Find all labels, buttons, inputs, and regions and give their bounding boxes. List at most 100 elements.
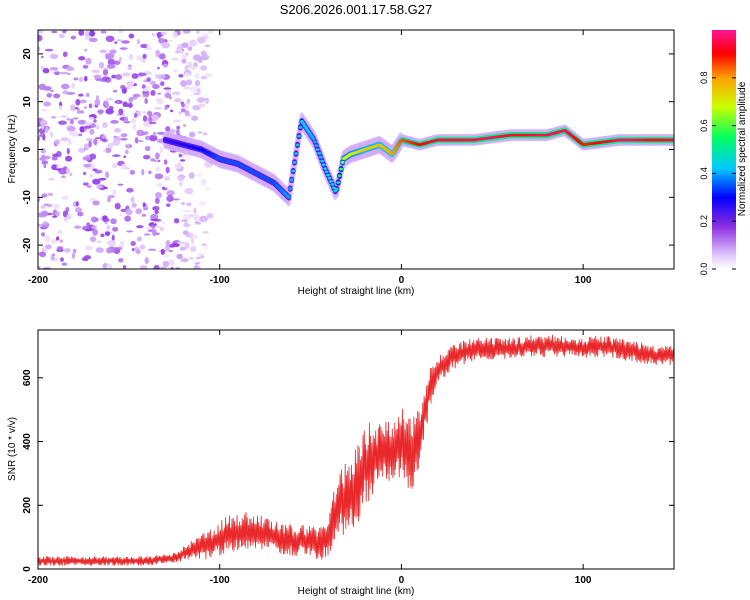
ridge-core <box>296 134 301 138</box>
noise-speckle <box>91 69 101 73</box>
noise-speckle <box>158 53 166 60</box>
noise-speckle <box>155 73 160 79</box>
noise-speckle <box>67 126 76 132</box>
noise-speckle <box>107 142 114 149</box>
noise-speckle <box>111 74 117 79</box>
noise-speckle <box>125 208 133 216</box>
noise-speckle <box>147 110 153 117</box>
noise-speckle <box>162 63 168 68</box>
spectrogram-x-label: Height of straight line (km) <box>298 286 415 297</box>
noise-speckle <box>50 255 55 261</box>
noise-speckle <box>44 48 54 52</box>
ridge-core <box>318 155 323 159</box>
noise-speckle <box>82 156 91 161</box>
noise-speckle <box>93 119 97 123</box>
noise-speckle <box>160 81 165 86</box>
noise-speckle <box>187 46 193 51</box>
noise-speckle <box>155 49 161 57</box>
noise-speckle <box>119 213 123 217</box>
noise-speckle <box>120 208 126 212</box>
ridge-core <box>289 178 294 182</box>
noise-speckle <box>74 207 82 213</box>
noise-speckle <box>154 192 162 199</box>
colorbar-tick-label: 0.4 <box>699 167 709 180</box>
spectrogram-x-tick-label: 100 <box>575 275 592 286</box>
ridge-core <box>302 124 307 128</box>
noise-speckle <box>78 56 86 61</box>
noise-speckle <box>168 39 173 43</box>
snr-y-tick-label: 200 <box>22 496 33 513</box>
noise-speckle <box>61 262 68 266</box>
noise-speckle <box>169 260 176 267</box>
noise-speckle <box>85 137 94 142</box>
noise-speckle <box>191 115 199 121</box>
ridge-core <box>337 174 342 178</box>
noise-speckle <box>188 131 196 138</box>
colorbar-tick-label: 0.6 <box>699 119 709 132</box>
noise-speckle <box>74 107 79 110</box>
noise-speckle <box>198 201 207 207</box>
noise-speckle <box>51 156 58 161</box>
noise-speckle <box>98 217 103 220</box>
noise-speckle <box>194 72 201 80</box>
noise-speckle <box>184 65 189 70</box>
noise-speckle <box>98 177 107 181</box>
noise-speckle <box>105 108 114 115</box>
spectrogram-plot-area <box>38 30 674 269</box>
noise-speckle <box>142 53 147 59</box>
noise-speckle <box>187 61 193 69</box>
snr-axes: -200 -100 0 100 0 200 400 600 <box>22 330 674 586</box>
noise-speckle <box>106 247 112 254</box>
noise-speckle <box>159 227 165 231</box>
ridge-core <box>317 151 322 155</box>
noise-speckle <box>185 79 193 86</box>
ridge-core <box>298 125 303 129</box>
noise-speckle <box>157 92 162 95</box>
noise-speckle <box>132 93 141 98</box>
noise-speckle <box>182 86 191 90</box>
noise-speckle <box>180 108 186 113</box>
noise-speckle <box>204 97 209 104</box>
noise-speckle <box>176 128 180 136</box>
noise-speckle <box>178 181 183 187</box>
ridge-core <box>286 195 291 199</box>
noise-speckle <box>154 197 160 204</box>
noise-speckle <box>60 137 70 142</box>
noise-speckle <box>70 104 76 112</box>
noise-speckle <box>168 249 174 253</box>
noise-speckle <box>177 174 185 182</box>
noise-speckle <box>144 135 151 141</box>
noise-speckle <box>66 213 72 220</box>
ridge-core <box>392 148 397 152</box>
noise-speckle <box>188 257 194 260</box>
noise-speckle <box>116 100 120 105</box>
noise-speckle <box>146 44 150 50</box>
noise-speckle <box>131 73 139 79</box>
noise-speckle <box>59 239 64 243</box>
ridge-core <box>301 122 306 125</box>
noise-speckle <box>110 218 117 225</box>
noise-speckle <box>162 260 170 268</box>
ridge-core <box>307 130 312 134</box>
noise-speckle <box>168 244 176 248</box>
noise-speckle <box>78 133 83 137</box>
noise-speckle <box>155 152 160 160</box>
noise-speckle <box>92 168 98 172</box>
noise-speckle <box>197 171 202 178</box>
noise-speckle <box>143 233 151 236</box>
noise-speckle <box>60 257 64 262</box>
noise-speckle <box>51 30 58 34</box>
colorbar-label: Normalized spectral amplitude <box>737 81 748 216</box>
noise-speckle <box>153 264 160 269</box>
noise-speckle <box>89 174 93 178</box>
noise-speckle <box>43 101 51 107</box>
noise-speckle <box>197 130 203 135</box>
noise-speckle <box>148 121 157 125</box>
noise-speckle <box>165 166 170 174</box>
noise-speckle <box>200 178 207 186</box>
noise-speckle <box>55 236 60 241</box>
noise-speckle <box>154 173 164 180</box>
noise-speckle <box>38 265 41 269</box>
noise-speckle <box>46 203 53 208</box>
noise-speckle <box>85 228 92 232</box>
